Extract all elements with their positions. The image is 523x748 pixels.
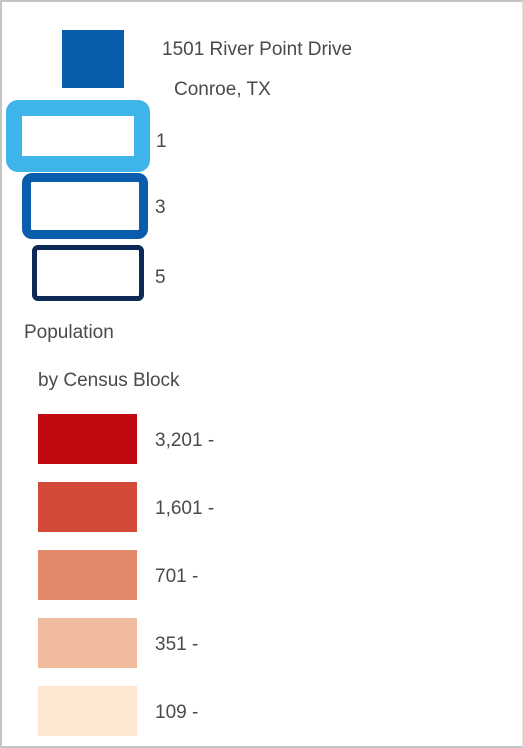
population-class-label: 1,601 - [155,498,215,519]
population-class-swatch [38,550,137,600]
ring-1-label: 1 [156,131,167,152]
population-class-label: 3,201 - [155,430,215,451]
population-class-swatch [38,618,137,668]
population-class-swatch [38,414,137,464]
location-address-line1: 1501 River Point Drive [162,39,353,60]
location-address-line2: Conroe, TX [174,79,271,100]
location-marker-swatch [62,30,124,88]
population-title-line1: Population [24,322,114,343]
ring-1-swatch [6,100,150,172]
population-class-swatch [38,482,137,532]
population-class-label: 351 - [155,634,199,655]
population-class-swatch [38,686,137,736]
population-class-label: 109 - [155,702,199,723]
population-class-label: 701 - [155,566,199,587]
ring-3-swatch [22,173,148,239]
ring-5-swatch [32,245,144,301]
population-title-line2: by Census Block [38,370,180,391]
ring-5-label: 5 [155,267,166,288]
ring-3-label: 3 [155,197,166,218]
